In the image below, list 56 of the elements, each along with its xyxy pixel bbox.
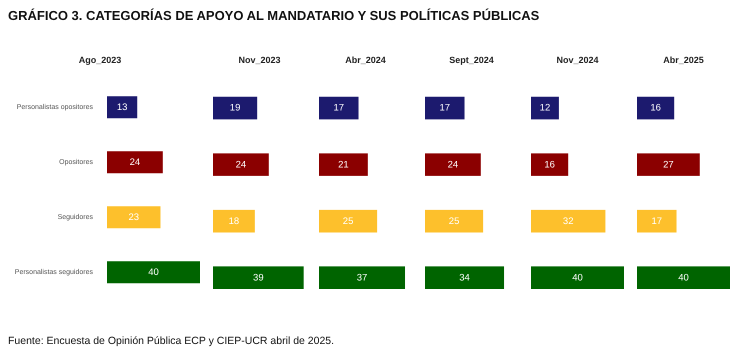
data-label: 25 xyxy=(448,216,460,227)
data-label: 27 xyxy=(663,159,674,170)
chart-title: Nov_2023 xyxy=(238,54,281,65)
bar xyxy=(319,266,406,290)
data-label: 18 xyxy=(228,216,240,227)
bar xyxy=(213,210,255,232)
bar xyxy=(319,210,378,232)
data-label: 17 xyxy=(333,102,344,114)
data-label: 34 xyxy=(459,272,470,284)
data-label: 24 xyxy=(130,156,140,168)
chart-title: Abr_2024 xyxy=(345,54,386,65)
data-label: 19 xyxy=(230,102,240,114)
bar xyxy=(637,153,700,176)
bar xyxy=(531,210,606,232)
bar xyxy=(107,206,160,228)
bar xyxy=(319,153,368,176)
bar xyxy=(637,266,730,290)
data-label: 39 xyxy=(253,272,264,284)
data-label: 13 xyxy=(116,102,128,113)
bar xyxy=(213,96,258,120)
bar xyxy=(425,266,504,290)
source-note: Fuente: Encuesta de Opinión Pública ECP y CIEP-UCR abril de 2025. xyxy=(8,335,334,347)
bar xyxy=(531,96,559,120)
data-label: 25 xyxy=(342,216,354,227)
data-label: 16 xyxy=(544,159,555,170)
data-label: 12 xyxy=(540,102,550,114)
bar xyxy=(319,96,359,120)
bar xyxy=(425,210,484,232)
chart-title: Nov_2024 xyxy=(556,54,599,65)
bar xyxy=(531,266,624,290)
bar xyxy=(107,261,200,284)
bar xyxy=(637,210,677,232)
data-label: 21 xyxy=(338,159,349,170)
data-label: 40 xyxy=(678,272,689,284)
data-label: 24 xyxy=(448,159,458,170)
text: GRÁFICO 3. CATEGORÍAS DE APOYO AL MANDATARIO Y SUS POLÍTICAS PÚBLICAS xyxy=(8,8,540,23)
chart-title: Sept_2024 xyxy=(449,54,494,65)
bar xyxy=(425,153,481,176)
data-label: 37 xyxy=(356,272,368,284)
bar xyxy=(425,96,465,120)
data-label: 17 xyxy=(439,102,450,114)
data-label: 40 xyxy=(572,272,583,284)
data-label: 23 xyxy=(128,212,140,223)
bar xyxy=(531,153,568,176)
bar xyxy=(213,266,304,290)
bar xyxy=(637,96,674,120)
bar xyxy=(213,153,269,176)
data-label: 40 xyxy=(148,266,159,278)
data-label: 17 xyxy=(651,216,662,227)
bar xyxy=(107,96,138,118)
chart-title: Abr_2025 xyxy=(663,54,704,65)
data-label: 16 xyxy=(650,102,661,114)
chart-title: Ago_2023 xyxy=(78,54,122,65)
bar xyxy=(107,151,163,174)
data-label: 24 xyxy=(236,159,246,170)
data-label: 32 xyxy=(562,216,574,227)
